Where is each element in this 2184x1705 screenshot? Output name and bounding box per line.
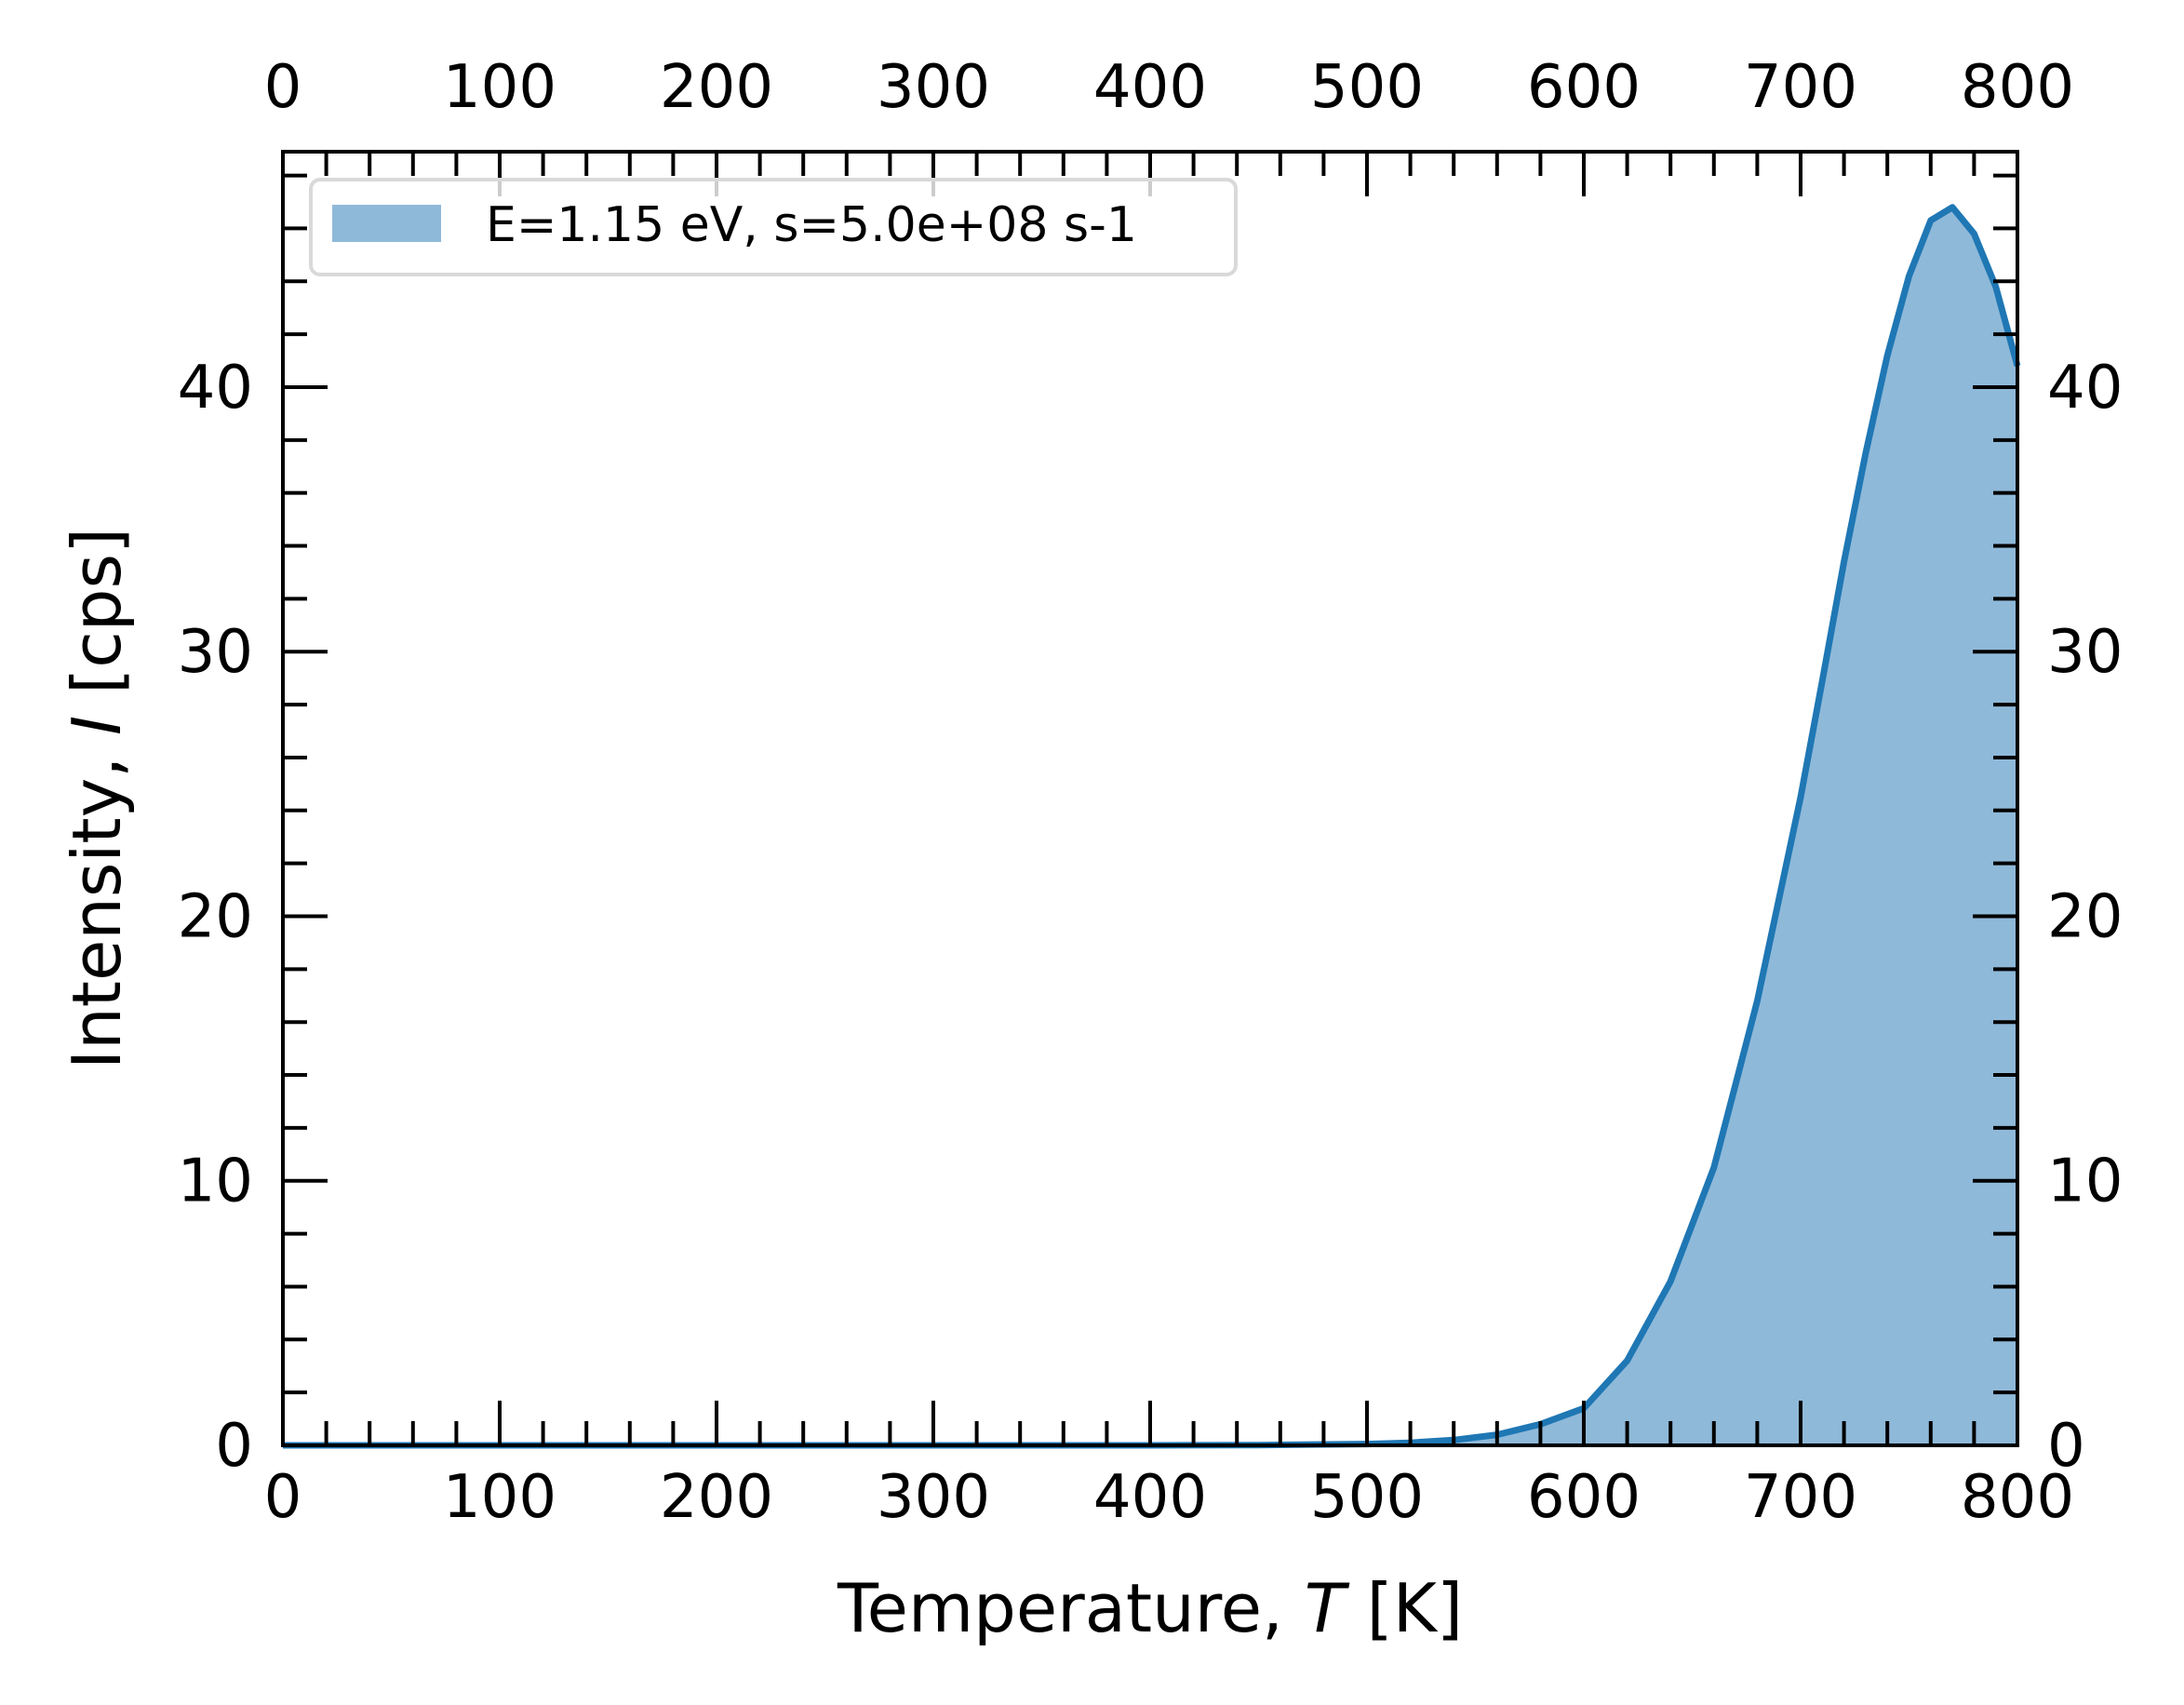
x-tick-label-bottom: 300 [877,1463,990,1532]
x-tick-label-top: 0 [264,53,302,122]
x-tick-label-top: 100 [443,53,556,122]
x-tick-label-top: 200 [660,53,773,122]
plot-frame [281,150,2019,1447]
y-tick-label-right: 10 [2047,1148,2123,1216]
x-tick-label-top: 700 [1744,53,1857,122]
y-tick-label-left: 30 [178,618,253,687]
y-tick-label-left: 40 [178,354,253,423]
x-tick-label-bottom: 500 [1310,1463,1424,1532]
y-tick-label-left: 0 [215,1412,253,1481]
y-axis-label: Intensity, I [cps] [58,528,136,1069]
x-tick-label-bottom: 200 [660,1463,773,1532]
x-tick-label-bottom: 0 [264,1463,302,1532]
y-tick-label-left: 10 [178,1148,253,1216]
y-tick-label-right: 40 [2047,354,2123,423]
x-tick-label-top: 400 [1093,53,1207,122]
x-tick-label-top: 600 [1527,53,1641,122]
x-tick-label-bottom: 800 [1961,1463,2074,1532]
x-tick-label-bottom: 400 [1093,1463,1207,1532]
y-tick-label-right: 0 [2047,1412,2085,1481]
y-tick-label-right: 30 [2047,618,2123,687]
x-tick-label-top: 800 [1961,53,2074,122]
y-tick-label-right: 20 [2047,882,2123,951]
ticks-layer: 0010010020020030030040040050050060060070… [178,53,2124,1532]
x-tick-label-bottom: 700 [1744,1463,1857,1532]
legend-label: E=1.15 eV, s=5.0e+08 s-1 [486,197,1137,253]
x-tick-label-top: 500 [1310,53,1424,122]
x-tick-label-bottom: 600 [1527,1463,1641,1532]
x-tick-label-top: 300 [877,53,990,122]
x-tick-label-bottom: 100 [443,1463,556,1532]
legend: E=1.15 eV, s=5.0e+08 s-1 [309,178,1238,276]
y-tick-label-left: 20 [178,882,253,951]
legend-swatch [332,205,441,242]
legend-box [309,178,1238,276]
series-area-fill [283,207,2017,1446]
x-axis-label: Temperature, T [K] [837,1569,1463,1647]
